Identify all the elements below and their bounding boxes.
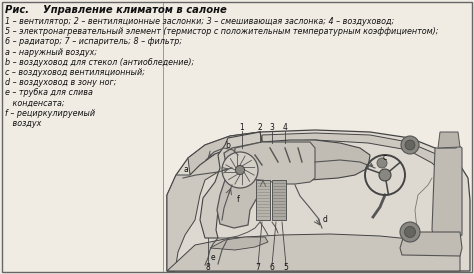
Text: воздух: воздух <box>5 119 41 128</box>
Text: d – воздуховод в зону ног;: d – воздуховод в зону ног; <box>5 78 117 87</box>
Circle shape <box>405 140 415 150</box>
Polygon shape <box>167 234 460 271</box>
Text: c: c <box>383 153 387 162</box>
Text: 6 – радиатор; 7 – испаритель; 8 – фильтр;: 6 – радиатор; 7 – испаритель; 8 – фильтр… <box>5 37 182 46</box>
Text: 1 – вентилятор; 2 – вентиляционные заслонки; 3 – смешивающая заслонка; 4 – возду: 1 – вентилятор; 2 – вентиляционные засло… <box>5 17 394 26</box>
Text: 5 – электронагревательный элемент (термистор с положительным температурным коэфф: 5 – электронагревательный элемент (терми… <box>5 27 438 36</box>
Polygon shape <box>438 132 460 148</box>
Text: e: e <box>210 253 215 262</box>
Polygon shape <box>234 142 315 184</box>
Text: 8: 8 <box>206 264 210 273</box>
FancyBboxPatch shape <box>256 180 270 220</box>
Text: e – трубка для слива: e – трубка для слива <box>5 89 93 97</box>
Circle shape <box>400 222 420 242</box>
Circle shape <box>222 152 258 188</box>
Circle shape <box>379 169 391 181</box>
Polygon shape <box>262 140 370 180</box>
Text: конденсата;: конденсата; <box>5 99 64 108</box>
Circle shape <box>377 158 387 168</box>
Text: c – воздуховод вентиляционный;: c – воздуховод вентиляционный; <box>5 68 145 77</box>
Text: a – наружный воздух;: a – наружный воздух; <box>5 48 97 57</box>
Polygon shape <box>262 133 452 175</box>
Text: 2: 2 <box>258 124 263 133</box>
Text: 3: 3 <box>270 124 274 133</box>
Polygon shape <box>167 130 470 271</box>
Circle shape <box>404 227 416 238</box>
FancyBboxPatch shape <box>272 180 286 220</box>
Text: b – воздуховод для стекол (антиобледение);: b – воздуховод для стекол (антиобледение… <box>5 58 194 67</box>
Text: 4: 4 <box>283 124 287 133</box>
Text: f: f <box>237 196 239 204</box>
Polygon shape <box>432 145 462 238</box>
Text: b: b <box>226 141 230 150</box>
Polygon shape <box>200 132 262 238</box>
Text: f – рециркулируемый: f – рециркулируемый <box>5 109 95 118</box>
Text: 1: 1 <box>240 124 245 133</box>
Text: d: d <box>323 215 328 224</box>
Text: 5: 5 <box>283 264 289 273</box>
Polygon shape <box>188 132 262 175</box>
Text: 6: 6 <box>270 264 274 273</box>
Polygon shape <box>167 142 262 271</box>
Text: Рис.    Управление климатом в салоне: Рис. Управление климатом в салоне <box>5 5 227 15</box>
Circle shape <box>236 165 245 175</box>
Polygon shape <box>217 142 262 228</box>
Polygon shape <box>400 232 462 256</box>
Circle shape <box>401 136 419 154</box>
Text: 7: 7 <box>255 264 260 273</box>
Text: a: a <box>183 165 188 175</box>
Polygon shape <box>210 237 268 250</box>
